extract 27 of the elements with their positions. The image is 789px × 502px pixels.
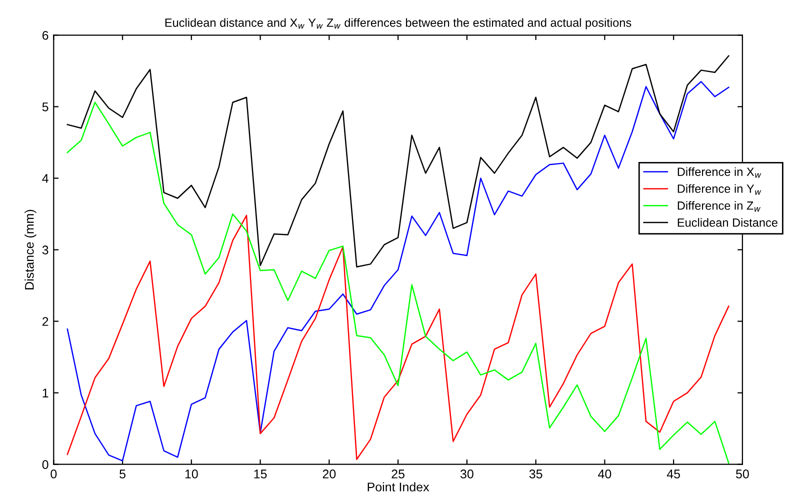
y-axis-title: Distance (mm) (24, 210, 36, 290)
x-axis-title: Point Index (368, 482, 430, 492)
legend-label: Difference in Z$_{w}$ (678, 201, 761, 212)
chart-title: Euclidean distance and X$_{w}$ Y$_{w}$ Z$_{w}$ differences between the estimated and actual positions (165, 18, 632, 30)
x-tick-label: 5 (120, 470, 126, 478)
legend-label: Euclidean Distance (678, 218, 778, 227)
x-tick-label: 20 (322, 470, 336, 478)
x-tick-label: 10 (185, 470, 198, 478)
y-tick-label: 6 (42, 30, 48, 40)
x-tick-label: 45 (666, 470, 680, 478)
x-tick-label: 30 (460, 470, 474, 478)
x-tick-label: 40 (598, 470, 612, 478)
x-tick-label: 50 (736, 470, 749, 478)
y-tick-label: 1 (42, 388, 48, 398)
legend-label: Difference in X$_{w}$ (678, 167, 762, 178)
y-tick-label: 5 (42, 102, 48, 112)
x-tick-label: 35 (529, 470, 542, 478)
line-series (66, 55, 730, 268)
line-series (66, 214, 730, 460)
y-tick-label: 4 (42, 174, 48, 183)
x-tick-label: 25 (392, 470, 404, 478)
x-tick-label: 15 (254, 470, 267, 478)
y-tick-label: 3 (42, 246, 48, 254)
legend-label: Difference in Y$_{w}$ (678, 184, 762, 195)
x-tick-label: 0 (50, 470, 57, 478)
y-tick-label: 0 (42, 460, 48, 469)
y-tick-label: 2 (42, 317, 48, 326)
